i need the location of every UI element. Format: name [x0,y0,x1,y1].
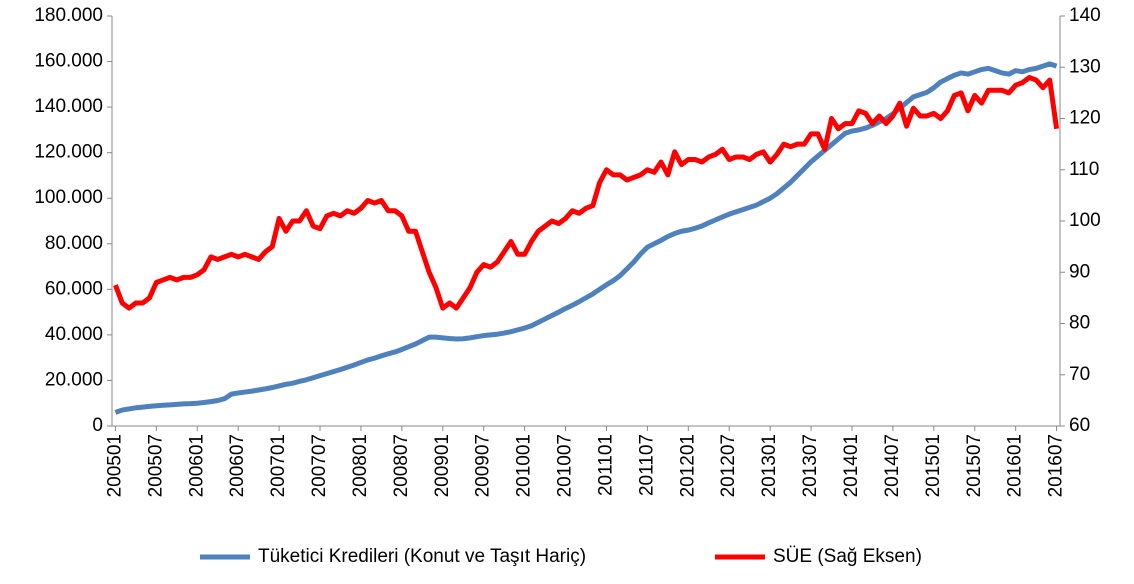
x-tick-label: 201001 [514,434,535,497]
y-tick-label: 180.000 [34,5,103,26]
x-tick-label: 201301 [759,434,780,497]
x-tick-label: 200707 [309,434,330,497]
legend-label: Tüketici Kredileri (Konut ve Taşıt Hariç… [258,546,586,567]
x-tick-label: 201607 [1046,434,1067,497]
series-line [113,75,1060,311]
y-tick-label: 40.000 [45,324,103,345]
legend-label: SÜE (Sağ Eksen) [773,546,922,567]
x-tick-label: 200601 [186,434,207,497]
y2-tick-label: 110 [1069,159,1099,180]
y-tick-label: 120.000 [34,142,103,163]
x-tick-label: 201107 [636,434,657,496]
y2-tick-label: 100 [1069,210,1101,231]
x-tick-label: 201007 [555,434,576,497]
x-tick-label: 201207 [718,434,739,497]
y-tick-label: 60.000 [45,278,103,299]
y2-tick-label: 140 [1069,5,1101,26]
x-tick-label: 201307 [800,434,821,497]
x-tick-label: 200901 [432,434,453,497]
x-tick-label: 201407 [882,434,903,497]
y-tick-label: 0 [92,415,103,436]
y-tick-label: 100.000 [34,187,103,208]
y2-tick-label: 80 [1069,313,1090,334]
y2-tick-label: 60 [1069,415,1090,436]
x-tick-label: 201101 [595,434,616,496]
x-tick-label: 201201 [677,434,698,497]
x-tick-label: 200701 [268,434,289,497]
y2-tick-label: 130 [1069,56,1101,77]
x-tick-label: 200907 [473,434,494,497]
x-tick-label: 200507 [145,434,166,497]
y-tick-label: 80.000 [45,233,103,254]
y2-tick-label: 90 [1069,261,1090,282]
y-tick-label: 140.000 [34,96,103,117]
x-tick-label: 200607 [227,434,248,497]
y-tick-label: 160.000 [34,51,103,72]
x-tick-label: 201601 [1005,434,1026,497]
y2-tick-label: 70 [1069,364,1090,385]
x-tick-label: 200801 [350,434,371,497]
y2-tick-label: 120 [1069,108,1101,129]
x-tick-label: 201501 [923,434,944,497]
x-tick-label: 201401 [841,434,862,497]
x-tick-label: 200501 [104,434,125,497]
x-tick-label: 200807 [391,434,412,497]
x-tick-label: 201507 [964,434,985,497]
y-tick-label: 20.000 [45,369,103,390]
series-line [114,61,1058,415]
